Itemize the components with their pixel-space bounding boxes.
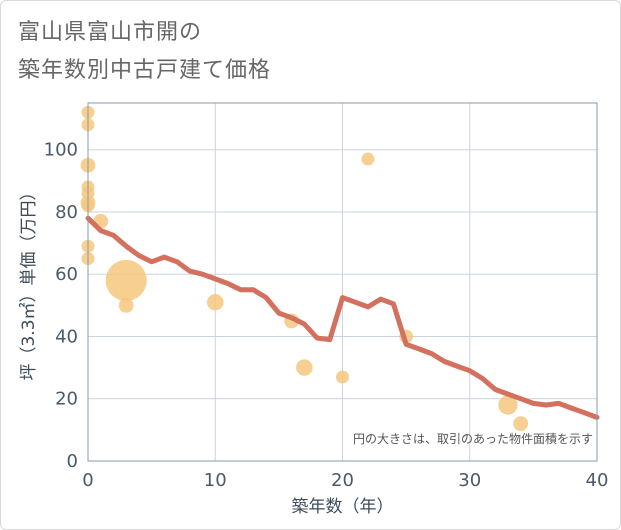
x-axis-label: 築年数（年） — [292, 497, 394, 517]
x-tick-label: 30 — [458, 470, 481, 491]
average-price-line — [85, 215, 600, 420]
y-tick-label: 0 — [67, 451, 78, 472]
x-tick-label: 40 — [586, 470, 609, 491]
y-tick-label: 60 — [55, 264, 78, 285]
x-tick-label: 20 — [331, 470, 354, 491]
y-tick-label: 100 — [44, 140, 78, 161]
data-bubble — [361, 152, 375, 166]
chart-title-line1: 富山県富山市開の — [18, 20, 203, 45]
data-bubble — [105, 259, 147, 301]
y-axis-label: 坪（3.3㎡）単価（万円） — [19, 183, 39, 380]
x-tick-label: 10 — [204, 470, 227, 491]
y-tick-label: 20 — [55, 389, 78, 410]
data-bubble — [296, 359, 313, 376]
data-bubble — [513, 416, 529, 432]
data-bubble — [207, 294, 224, 311]
y-tick-labels: 0 20 40 60 80 100 — [44, 140, 78, 472]
axes — [87, 102, 598, 462]
y-tick-label: 80 — [55, 202, 78, 223]
bubble-size-note: 円の大きさは、取引のあった物件面積を示す — [353, 431, 593, 446]
x-tick-labels: 0 10 20 30 40 — [82, 470, 608, 491]
x-tick-label: 0 — [82, 470, 93, 491]
data-bubble — [498, 395, 518, 415]
y-tick-label: 40 — [55, 326, 78, 347]
data-bubble — [118, 297, 134, 313]
data-bubble — [336, 370, 349, 384]
chart-title-line2: 築年数別中古戸建て価格 — [18, 58, 272, 83]
plot-border — [87, 102, 598, 462]
